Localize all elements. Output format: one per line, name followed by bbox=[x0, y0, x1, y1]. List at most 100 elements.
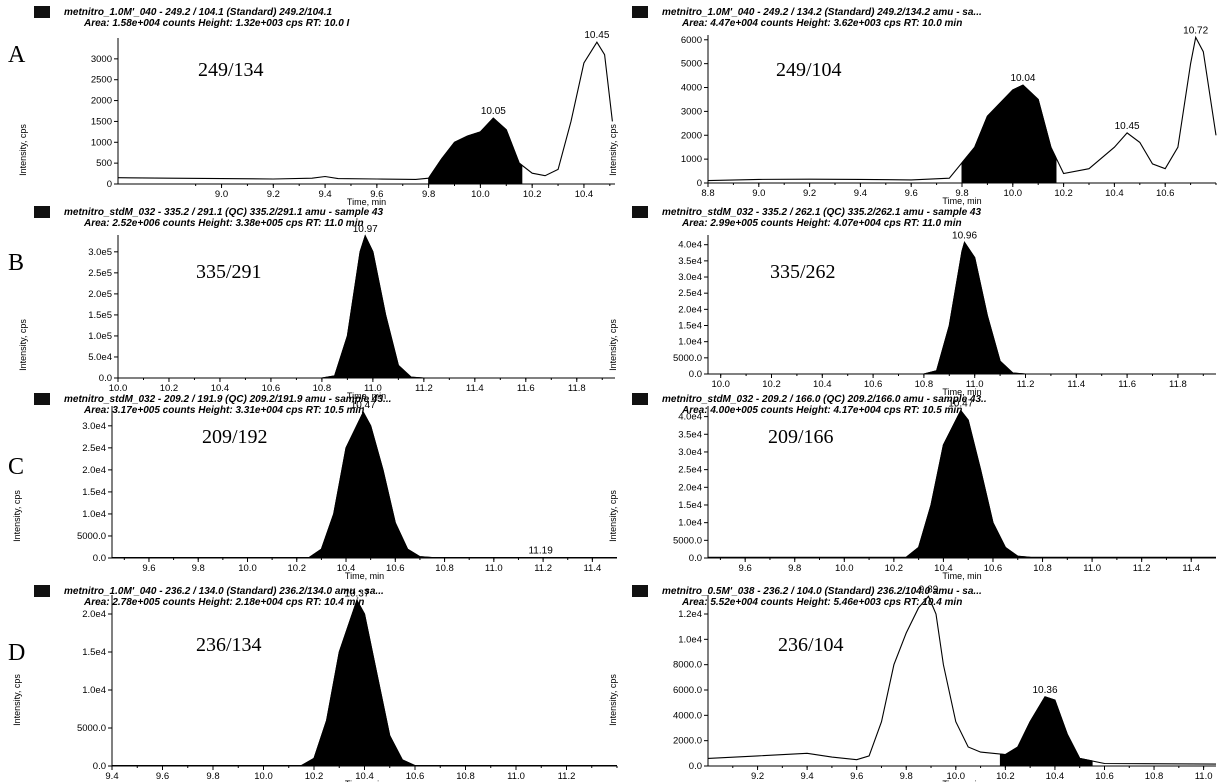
y-tick-label: 1.0e4 bbox=[678, 337, 702, 348]
y-tick-label: 1000 bbox=[681, 154, 702, 165]
x-tick-label: 9.8 bbox=[788, 563, 801, 574]
x-tick-label: 11.6 bbox=[1118, 379, 1136, 390]
peak-rt-label: 10.37 bbox=[344, 588, 369, 599]
y-tick-label: 2000.0 bbox=[673, 736, 702, 747]
panel-header-stats: Area: 4.47e+004 counts Height: 3.62e+003… bbox=[681, 18, 962, 29]
y-tick-label: 2.0e5 bbox=[88, 289, 112, 300]
peak-rt-label: 10.05 bbox=[481, 106, 506, 117]
row-label-c: C bbox=[8, 454, 24, 480]
x-tick-label: 11.8 bbox=[1169, 379, 1187, 390]
integrated-peak-area bbox=[428, 117, 523, 185]
x-tick-label: 9.2 bbox=[751, 771, 764, 782]
y-tick-label: 0.0 bbox=[689, 553, 702, 564]
y-tick-label: 6000 bbox=[681, 35, 702, 46]
y-tick-label: 3.0e5 bbox=[88, 247, 112, 258]
x-tick-label: 9.6 bbox=[142, 563, 155, 574]
y-axis-label: Intensity, cps bbox=[608, 319, 618, 371]
x-tick-label: 10.2 bbox=[288, 563, 307, 574]
x-tick-label: 11.0 bbox=[966, 379, 984, 390]
integrated-peak-area bbox=[308, 411, 433, 559]
y-tick-label: 1.0e4 bbox=[678, 518, 702, 529]
x-tick-label: 11.2 bbox=[558, 771, 576, 782]
panel-header-title: metnitro_stdM_032 - 209.2 / 166.0 (QC) 2… bbox=[662, 394, 987, 405]
y-tick-label: 0 bbox=[697, 178, 702, 189]
y-tick-label: 500 bbox=[96, 158, 112, 169]
x-tick-label: 9.6 bbox=[156, 771, 169, 782]
integrated-peak-area bbox=[961, 84, 1057, 184]
x-tick-label: 10.0 bbox=[835, 563, 854, 574]
x-tick-label: 9.2 bbox=[803, 188, 816, 199]
y-tick-label: 3.0e4 bbox=[82, 421, 106, 432]
y-tick-label: 0.0 bbox=[689, 369, 702, 380]
x-tick-label: 10.4 bbox=[813, 379, 832, 390]
panel-header-title: metnitro_1.0M'_040 - 236.2 / 134.0 (Stan… bbox=[64, 586, 384, 597]
transition-label: 209/192 bbox=[202, 426, 268, 448]
trace-legend-square bbox=[34, 585, 50, 597]
peak-rt-label: 10.47 bbox=[351, 400, 376, 411]
x-tick-label: 10.2 bbox=[305, 771, 324, 782]
peak-rt-label: 10.97 bbox=[353, 224, 378, 235]
x-tick-label: 9.8 bbox=[955, 188, 968, 199]
chromatogram-panel-8: metnitro_0.5M'_038 - 236.2 / 104.0 (Stan… bbox=[608, 584, 1217, 782]
x-tick-label: 9.0 bbox=[752, 188, 765, 199]
peak-rt-label: 10.45 bbox=[584, 30, 609, 41]
x-tick-label: 10.0 bbox=[238, 563, 257, 574]
y-tick-label: 2.0e4 bbox=[678, 304, 702, 315]
y-tick-label: 4000.0 bbox=[673, 710, 702, 721]
trace-legend-square bbox=[34, 6, 50, 18]
x-tick-label: 9.6 bbox=[370, 189, 383, 200]
chromatogram-trace bbox=[117, 41, 613, 180]
panel-header-title: metnitro_stdM_032 - 335.2 / 291.1 (QC) 3… bbox=[64, 207, 383, 218]
x-axis-label: Time, min bbox=[347, 197, 386, 207]
x-tick-label: 10.4 bbox=[1105, 188, 1124, 199]
y-tick-label: 4.0e4 bbox=[678, 412, 702, 423]
integrated-peak-area bbox=[321, 234, 424, 379]
integrated-peak-area bbox=[300, 599, 416, 767]
y-tick-label: 1.0e5 bbox=[88, 331, 112, 342]
x-axis-label: Time, min bbox=[942, 387, 981, 397]
peak-rt-label: 10.72 bbox=[1183, 25, 1208, 36]
y-tick-label: 1.5e4 bbox=[82, 647, 106, 658]
panel-header-stats: Area: 1.58e+004 counts Height: 1.32e+003… bbox=[83, 18, 350, 29]
peak-rt-label: 10.96 bbox=[952, 230, 977, 241]
x-tick-label: 9.8 bbox=[192, 563, 205, 574]
x-tick-label: 11.4 bbox=[583, 563, 601, 574]
x-tick-label: 9.4 bbox=[318, 189, 331, 200]
peak-rt-label: 10.04 bbox=[1010, 73, 1035, 84]
trace-legend-square bbox=[632, 393, 648, 405]
panel-header-stats: Area: 5.52e+004 counts Height: 5.46e+003… bbox=[681, 597, 962, 608]
y-tick-label: 2000 bbox=[91, 96, 112, 107]
y-tick-label: 5.0e4 bbox=[88, 352, 112, 363]
x-tick-label: 11.8 bbox=[568, 383, 586, 394]
trace-legend-square bbox=[632, 585, 648, 597]
y-tick-label: 5000 bbox=[681, 59, 702, 70]
x-tick-label: 9.8 bbox=[422, 189, 435, 200]
chromatogram-trace bbox=[707, 595, 1217, 765]
y-tick-label: 2.0e4 bbox=[82, 609, 106, 620]
x-tick-label: 10.8 bbox=[1033, 563, 1052, 574]
panel-header-title: metnitro_1.0M'_040 - 249.2 / 104.1 (Stan… bbox=[64, 7, 333, 18]
chromatogram-trace bbox=[112, 598, 617, 767]
transition-label: 249/104 bbox=[776, 59, 842, 81]
y-tick-label: 0.0 bbox=[99, 373, 112, 384]
y-tick-label: 2.5e4 bbox=[678, 465, 702, 476]
x-tick-label: 11.4 bbox=[466, 383, 484, 394]
chromatogram-trace bbox=[112, 410, 617, 559]
y-tick-label: 0.0 bbox=[93, 761, 106, 772]
y-tick-label: 0.0 bbox=[93, 553, 106, 564]
x-tick-label: 9.4 bbox=[854, 188, 867, 199]
y-tick-label: 2.0e4 bbox=[82, 465, 106, 476]
chromatogram-trace bbox=[118, 234, 615, 379]
x-tick-label: 9.6 bbox=[739, 563, 752, 574]
y-tick-label: 3000 bbox=[91, 54, 112, 65]
x-tick-label: 10.2 bbox=[762, 379, 781, 390]
y-tick-label: 2.5e4 bbox=[678, 288, 702, 299]
x-tick-label: 10.4 bbox=[355, 771, 374, 782]
x-tick-label: 10.6 bbox=[406, 771, 425, 782]
x-tick-label: 10.6 bbox=[864, 379, 883, 390]
y-tick-label: 2000 bbox=[681, 130, 702, 141]
row-label-b: B bbox=[8, 250, 24, 276]
y-tick-label: 5000.0 bbox=[673, 353, 702, 364]
panel-header-title: metnitro_0.5M'_038 - 236.2 / 104.0 (Stan… bbox=[662, 586, 982, 597]
